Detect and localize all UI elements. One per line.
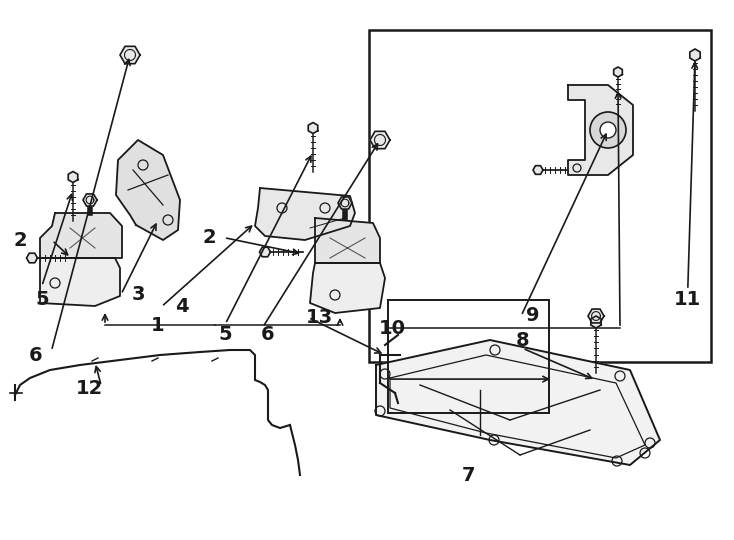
Text: 1: 1 [151,315,164,335]
Bar [388,300,549,413]
Text: 9: 9 [526,306,539,326]
Text: 7: 7 [462,465,475,485]
Polygon shape [116,140,180,240]
Text: 13: 13 [306,308,333,327]
Polygon shape [68,172,78,183]
Polygon shape [120,46,140,64]
Text: 10: 10 [379,319,406,338]
Text: 8: 8 [516,330,529,350]
Polygon shape [26,253,37,263]
Polygon shape [338,197,352,209]
Circle shape [590,112,626,148]
Text: 5: 5 [35,290,48,309]
Polygon shape [538,170,543,174]
Polygon shape [568,85,633,175]
Polygon shape [310,263,385,313]
Polygon shape [533,170,538,174]
Polygon shape [83,194,97,206]
Text: 2: 2 [203,228,216,247]
Polygon shape [265,252,271,256]
Polygon shape [260,252,265,256]
Polygon shape [614,67,622,77]
Polygon shape [29,258,34,263]
Text: 12: 12 [76,379,103,399]
Text: 6: 6 [261,325,275,345]
Bar [369,30,711,362]
Polygon shape [32,258,37,263]
Polygon shape [40,213,122,258]
Polygon shape [533,166,538,170]
Polygon shape [26,258,32,263]
Polygon shape [255,188,355,240]
Polygon shape [260,247,271,256]
Polygon shape [591,316,601,328]
Polygon shape [40,258,120,306]
Polygon shape [588,309,604,323]
Text: 5: 5 [219,325,232,345]
Text: 11: 11 [674,290,702,309]
Polygon shape [538,166,543,170]
Circle shape [600,122,616,138]
Polygon shape [262,247,268,252]
Text: 2: 2 [14,231,27,250]
Polygon shape [533,166,543,174]
Polygon shape [308,123,318,133]
Text: 3: 3 [131,285,145,304]
Polygon shape [262,252,268,256]
Polygon shape [536,166,540,170]
Polygon shape [32,253,37,258]
Polygon shape [536,170,540,174]
Polygon shape [370,131,390,148]
Text: 4: 4 [175,297,189,316]
Polygon shape [265,247,271,252]
Polygon shape [315,218,380,263]
Polygon shape [260,247,265,252]
Polygon shape [376,340,660,465]
Polygon shape [690,49,700,61]
Text: 6: 6 [29,346,42,365]
Polygon shape [26,253,32,258]
Polygon shape [29,253,34,258]
